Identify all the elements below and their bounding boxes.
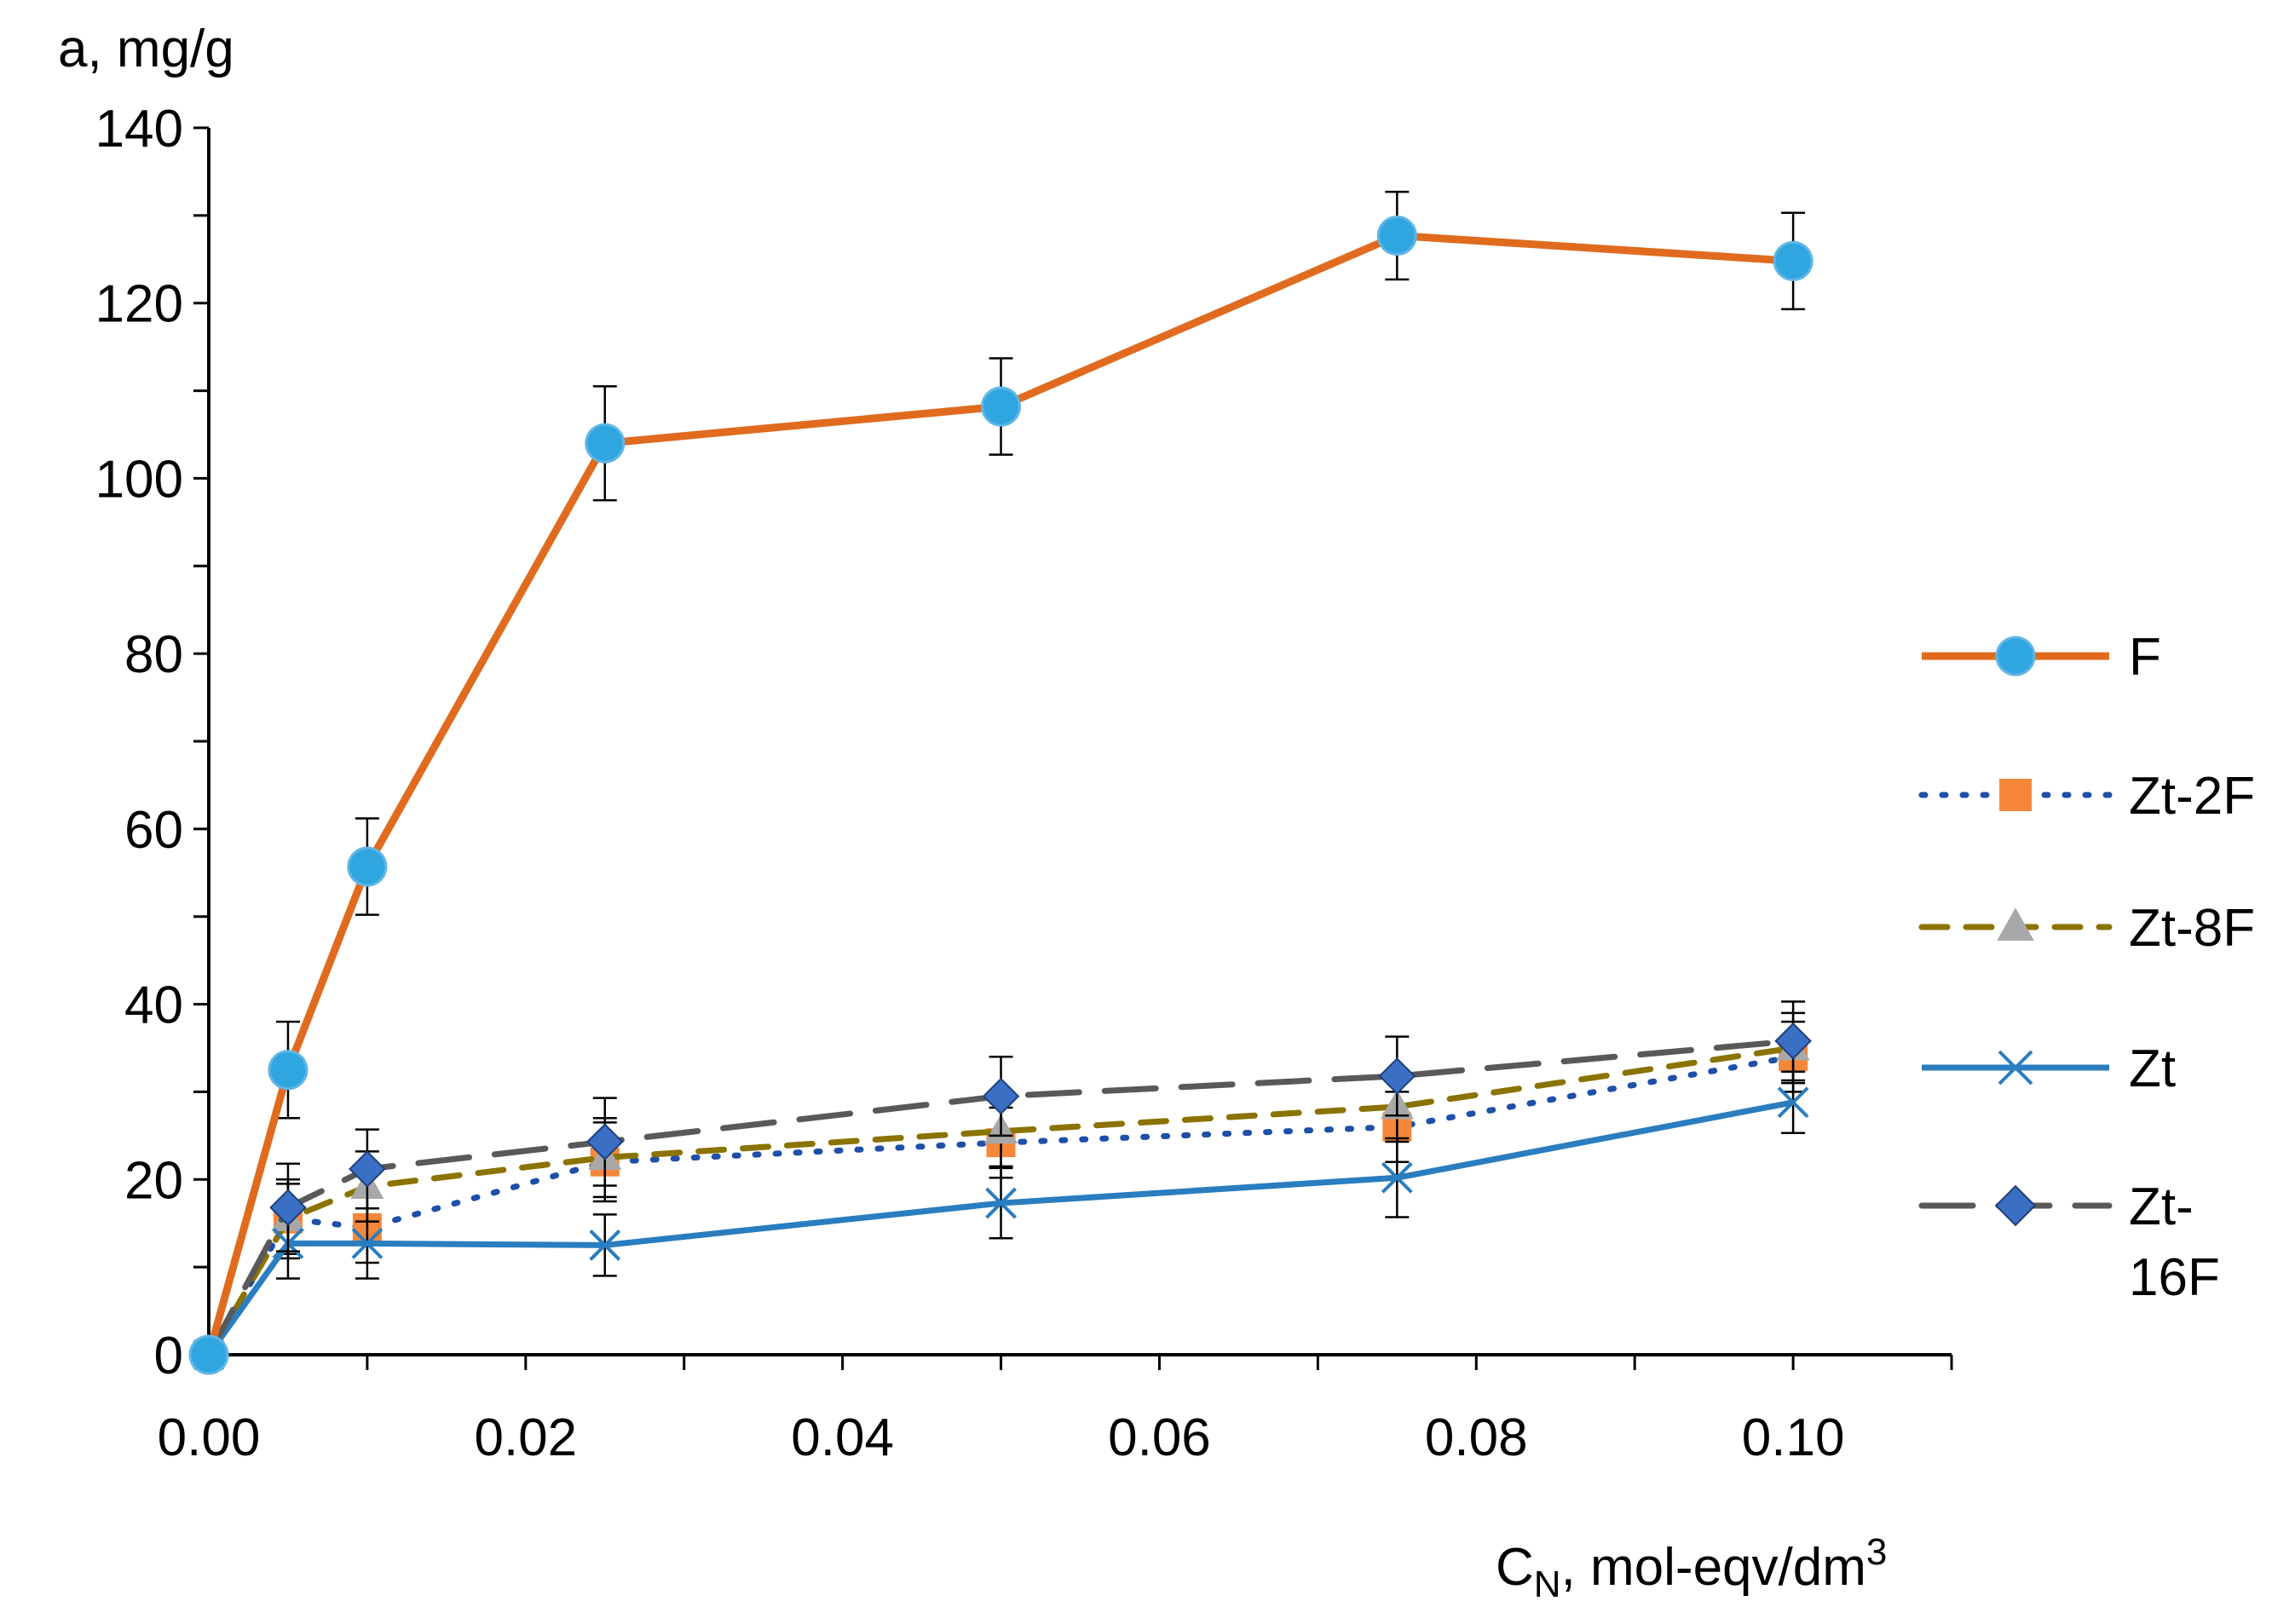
legend-label: Zt <box>2129 1039 2176 1098</box>
series-layer <box>188 190 1814 1375</box>
data-point <box>981 386 1022 427</box>
x-tick-label: 0.00 <box>158 1408 261 1467</box>
legend-label-line1: Zt- <box>2129 1178 2194 1236</box>
legend-item-zt-8f: Zt-8F <box>1918 899 2255 958</box>
legend-item-zt-16f: Zt- 16F <box>1918 1178 2220 1307</box>
legend: F Zt-2F Zt-8F Zt Zt- 16F <box>1918 628 2255 1307</box>
legend-label: Zt-2F <box>2129 767 2255 826</box>
legend-label-line2: 16F <box>2129 1248 2220 1307</box>
data-point <box>982 1077 1020 1115</box>
data-point <box>188 1334 229 1375</box>
data-point <box>1777 1086 1809 1119</box>
y-tick-label: 140 <box>95 100 183 158</box>
legend-item-zt-2f: Zt-2F <box>1918 767 2255 826</box>
legend-marker <box>1999 779 2032 811</box>
data-point <box>589 1230 621 1261</box>
legend-marker <box>1994 1184 2037 1227</box>
data-point <box>1376 216 1417 256</box>
data-point <box>349 1150 386 1188</box>
y-tick-label: 60 <box>124 801 183 860</box>
y-axis-title: a, mg/g <box>58 20 234 78</box>
y-tick-label: 0 <box>154 1327 183 1385</box>
series-f <box>188 190 1814 1375</box>
legend-label: Zt- 16F <box>2129 1178 2220 1307</box>
legend-marker <box>1997 907 2034 942</box>
y-tick-label: 40 <box>124 976 183 1035</box>
data-point <box>1773 240 1814 281</box>
data-point <box>351 1227 383 1259</box>
y-tick-label: 100 <box>95 450 183 509</box>
data-point <box>585 423 626 464</box>
data-point <box>268 1050 309 1091</box>
y-tick-label: 80 <box>124 625 183 684</box>
x-axis-title-rest: , mol-eqv/dm <box>1561 1538 1866 1597</box>
data-point <box>1378 1057 1416 1095</box>
x-axis-title: CN, mol-eqv/dm3 <box>1496 1531 1887 1605</box>
x-tick-label: 0.04 <box>791 1408 894 1467</box>
data-point <box>985 1187 1017 1219</box>
data-point <box>1381 1161 1413 1194</box>
legend-label: Zt-8F <box>2129 899 2255 958</box>
x-axis-title-sub: N <box>1534 1564 1561 1605</box>
data-point <box>585 1123 624 1160</box>
x-axis-title-main: C <box>1496 1538 1534 1597</box>
x-tick-label: 0.02 <box>474 1408 577 1467</box>
legend-label: F <box>2129 628 2161 687</box>
x-tick-label: 0.06 <box>1108 1408 1211 1467</box>
y-tick-label: 20 <box>124 1151 183 1210</box>
x-axis-title-sup: 3 <box>1866 1531 1887 1573</box>
legend-marker <box>1998 1050 2033 1086</box>
data-point <box>269 1189 307 1227</box>
data-point <box>347 846 388 887</box>
x-tick-label: 0.08 <box>1425 1408 1528 1467</box>
axes-layer: 0 20 40 60 80 100 120 140 0.00 0.02 0.04 0.06 0.08 0.… <box>95 100 1953 1467</box>
legend-item-f: F <box>1922 628 2161 687</box>
data-point <box>1774 1022 1812 1060</box>
legend-item-zt: Zt <box>1922 1039 2176 1098</box>
y-tick-label: 120 <box>95 275 183 334</box>
legend-marker <box>1995 636 2036 677</box>
x-tick-label: 0.10 <box>1742 1408 1845 1467</box>
